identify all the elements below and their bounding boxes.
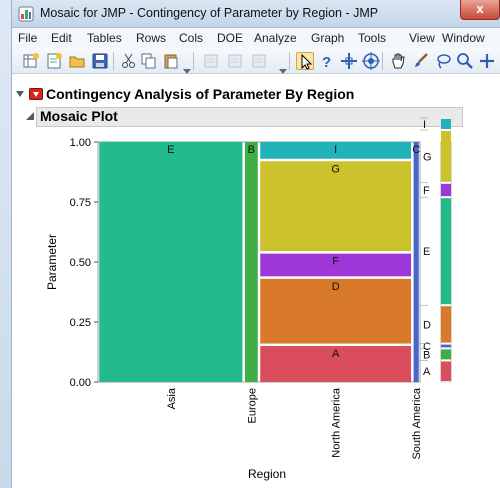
- plus-icon[interactable]: [478, 52, 496, 70]
- mosaic-cell-europe-b: [244, 142, 258, 382]
- jmp-app-icon: [18, 6, 34, 22]
- menu-doe[interactable]: DOE: [217, 31, 244, 45]
- marginal-segment-i: [441, 119, 451, 129]
- arrow-icon[interactable]: [296, 52, 314, 70]
- toolbar-dropdown-chevron-icon[interactable]: [183, 64, 191, 74]
- save-icon[interactable]: [91, 52, 109, 70]
- y-tick-label: 1.00: [70, 137, 91, 149]
- menu-analyze[interactable]: Analyze: [254, 31, 297, 45]
- marginal-level-label: I: [423, 119, 426, 131]
- mosaic-cell-north-america-g: [260, 161, 412, 252]
- disabled-icon: [226, 52, 244, 70]
- marginal-level-label: C: [423, 341, 431, 353]
- marginal-segment-f: [441, 183, 451, 197]
- marginal-level-label: A: [423, 366, 431, 378]
- cut-icon[interactable]: [120, 52, 138, 70]
- hand-icon[interactable]: [389, 52, 407, 70]
- marginal-level-label: B: [423, 349, 430, 361]
- title-bar: Mosaic for JMP - Contingency of Paramete…: [12, 0, 500, 28]
- open-icon[interactable]: [68, 52, 86, 70]
- mosaic-cell-south-america-c: [413, 142, 419, 382]
- section-title: Mosaic Plot: [40, 108, 118, 124]
- y-tick-label: 0.75: [70, 197, 91, 209]
- outline-title: Contingency Analysis of Parameter By Reg…: [46, 86, 355, 102]
- toolbar: ?: [12, 48, 500, 74]
- disabled-icon: [202, 52, 220, 70]
- menu-cols[interactable]: Cols: [179, 31, 204, 45]
- marginal-segment-c: [441, 344, 451, 348]
- mosaic-cell-label: C: [412, 144, 420, 156]
- marginal-level-label: E: [423, 246, 430, 258]
- mosaic-cell-label: F: [332, 256, 339, 268]
- menu-view[interactable]: View: [409, 31, 435, 45]
- toolbar-separator: [113, 52, 114, 70]
- mosaic-cell-north-america-f: [260, 253, 412, 277]
- toolbar-separator: [382, 52, 383, 70]
- marginal-segment-a: [441, 361, 451, 381]
- help-icon[interactable]: ?: [318, 52, 336, 70]
- marginal-segment-b: [441, 349, 451, 360]
- toolbar-dropdown-chevron-icon[interactable]: [279, 64, 287, 74]
- mosaic-cell-label: I: [334, 144, 337, 156]
- menu-graph[interactable]: Graph: [311, 31, 345, 45]
- mosaic-cell-north-america-i: [260, 142, 412, 159]
- marginal-segment-d: [441, 306, 451, 343]
- marginal-level-label: G: [423, 151, 432, 163]
- disclosure-open-icon[interactable]: [15, 89, 25, 99]
- brush-icon[interactable]: [412, 52, 430, 70]
- x-category-label: Asia: [166, 387, 178, 409]
- mosaic-cell-label: D: [332, 281, 340, 293]
- new-data-table-icon[interactable]: [22, 52, 40, 70]
- x-axis-title: Region: [248, 467, 286, 481]
- menu-window[interactable]: Window: [442, 31, 485, 45]
- y-tick-label: 0.25: [70, 317, 91, 329]
- y-axis-title: Parameter: [45, 234, 59, 290]
- window-title: Mosaic for JMP - Contingency of Paramete…: [40, 6, 379, 20]
- mosaic-cell-label: G: [331, 163, 340, 175]
- target-icon[interactable]: [362, 52, 380, 70]
- new-script-icon[interactable]: [45, 52, 63, 70]
- y-tick-label: 0.00: [70, 377, 91, 389]
- menu-tools[interactable]: Tools: [358, 31, 387, 45]
- mosaic-cell-asia-e: [99, 142, 243, 382]
- toolbar-separator: [193, 52, 194, 70]
- marginal-segment-e: [441, 198, 451, 305]
- mosaic-cell-north-america-a: [260, 346, 412, 382]
- toolbar-separator: [289, 52, 290, 70]
- crosshair-icon[interactable]: [340, 52, 358, 70]
- marginal-level-label: D: [423, 319, 431, 331]
- lasso-icon[interactable]: [434, 52, 452, 70]
- menu-file[interactable]: File: [18, 31, 38, 45]
- marginal-level-label: F: [423, 185, 430, 197]
- menu-edit[interactable]: Edit: [51, 31, 72, 45]
- mosaic-cell-label: E: [167, 144, 174, 156]
- x-category-label: Europe: [246, 388, 258, 423]
- mosaic-plot-section-header[interactable]: [36, 107, 463, 127]
- marginal-segment-g: [441, 131, 451, 182]
- x-category-label: North America: [331, 387, 343, 458]
- red-triangle-menu-icon[interactable]: [29, 88, 43, 100]
- mosaic-cell-label: B: [248, 144, 255, 156]
- section-disclosure-icon[interactable]: [25, 111, 35, 121]
- mosaic-cell-north-america-d: [260, 278, 412, 344]
- menu-tables[interactable]: Tables: [87, 31, 122, 45]
- disabled-icon: [250, 52, 268, 70]
- copy-icon[interactable]: [140, 52, 158, 70]
- menu-rows[interactable]: Rows: [136, 31, 167, 45]
- x-category-label: South America: [411, 387, 423, 459]
- menu-bar: File Edit Tables Rows Cols DOE Analyze Graph Too…: [12, 28, 500, 48]
- magnifier-icon[interactable]: [456, 52, 474, 70]
- left-window-strip: [0, 0, 12, 488]
- paste-icon[interactable]: [162, 52, 180, 70]
- y-tick-label: 0.50: [70, 257, 91, 269]
- mosaic-cell-label: A: [332, 348, 340, 360]
- svg-text:?: ?: [322, 54, 331, 70]
